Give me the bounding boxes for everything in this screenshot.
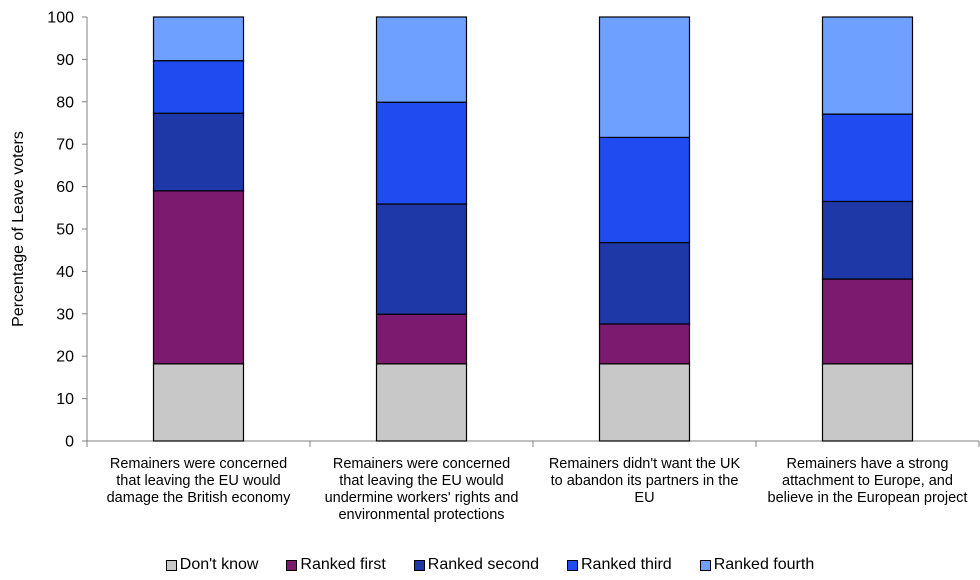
x-category-label: Remainers were concerned xyxy=(333,456,510,472)
legend-label: Ranked third xyxy=(580,556,672,573)
y-tick-label: 90 xyxy=(56,52,74,69)
x-category-label: Remainers have a strong xyxy=(787,456,949,472)
legend-label: Don't know xyxy=(179,556,259,573)
legend: Don't know Ranked first Ranked second Ranke… xyxy=(0,556,980,574)
legend-item: Ranked fourth xyxy=(699,556,815,574)
x-category-label: environmental protections xyxy=(338,507,504,523)
x-category-label: Remainers didn't want the UK xyxy=(549,456,741,472)
legend-swatch xyxy=(566,559,578,571)
bar-segment xyxy=(152,363,245,442)
bar-segment xyxy=(598,363,691,442)
bar-segment xyxy=(375,101,468,205)
x-category-label: believe in the European project xyxy=(768,490,968,506)
y-tick-label: 100 xyxy=(47,10,74,27)
legend-item: Ranked first xyxy=(286,556,386,574)
bar-segment xyxy=(152,60,245,114)
y-tick-label: 40 xyxy=(56,264,74,281)
bar-segment xyxy=(375,313,468,365)
y-tick-label: 0 xyxy=(65,434,74,451)
bar-segment xyxy=(152,190,245,365)
y-tick-label: 10 xyxy=(56,391,74,408)
y-axis-label: Percentage of Leave voters xyxy=(10,131,27,327)
x-category-label: undermine workers' rights and xyxy=(325,490,519,506)
y-tick-label: 80 xyxy=(56,94,74,111)
legend-label: Ranked second xyxy=(427,556,539,573)
bar-segment xyxy=(375,363,468,442)
legend-swatch xyxy=(165,559,177,571)
legend-swatch xyxy=(413,559,425,571)
x-category-label: Remainers were concerned xyxy=(110,456,287,472)
x-category-label: attachment to Europe, and xyxy=(782,473,953,489)
bars xyxy=(152,16,914,442)
bar-segment xyxy=(598,16,691,139)
bar-segment xyxy=(821,278,914,365)
x-category-label: EU xyxy=(634,490,654,506)
legend-item: Don't know xyxy=(165,556,259,574)
legend-item: Ranked second xyxy=(413,556,539,574)
y-tick-label: 30 xyxy=(56,306,74,323)
x-category-label: damage the British economy xyxy=(107,490,292,506)
y-tick-label: 60 xyxy=(56,179,74,196)
bar-segment xyxy=(375,16,468,103)
legend-swatch xyxy=(286,559,298,571)
y-tick-label: 70 xyxy=(56,137,74,154)
labels: 0 10 20 30 40 50 60 70 80 90 100 Percentage of Leav… xyxy=(10,10,967,524)
bar-segment xyxy=(598,136,691,244)
bar-segment xyxy=(821,200,914,280)
bar-segment xyxy=(821,363,914,442)
x-category-label: to abandon its partners in the xyxy=(551,473,739,489)
y-tick-label: 50 xyxy=(56,222,74,239)
bar-segment xyxy=(375,203,468,315)
bar-segment xyxy=(821,16,914,115)
bar-segment xyxy=(598,323,691,365)
x-category-label: that leaving the EU would xyxy=(339,473,503,489)
x-category-label: that leaving the EU would xyxy=(116,473,280,489)
bar-segment xyxy=(152,112,245,192)
bar-segment xyxy=(821,113,914,203)
y-tick-label: 20 xyxy=(56,349,74,366)
bar-segment xyxy=(152,16,245,62)
legend-label: Ranked fourth xyxy=(713,556,815,573)
bar-segment xyxy=(598,241,691,325)
legend-item: Ranked third xyxy=(566,556,672,574)
legend-label: Ranked first xyxy=(300,556,386,573)
stacked-bar-chart: 0 10 20 30 40 50 60 70 80 90 100 Percentage of Leav… xyxy=(10,10,980,524)
legend-swatch xyxy=(699,559,711,571)
